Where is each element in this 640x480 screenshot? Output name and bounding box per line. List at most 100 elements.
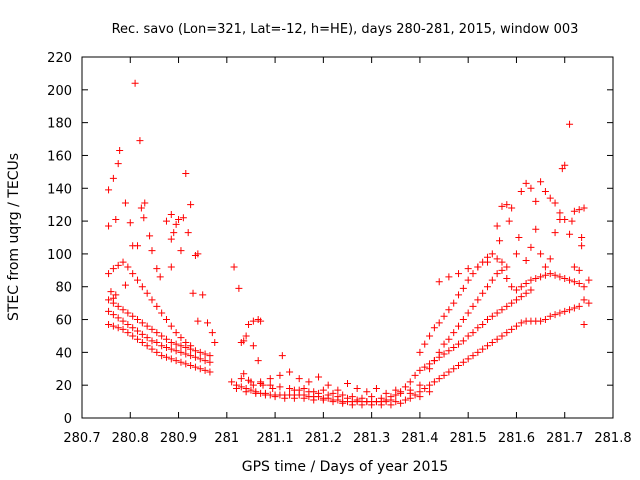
data-point bbox=[459, 358, 467, 366]
data-point bbox=[440, 340, 448, 348]
y-tick-label: 180 bbox=[47, 117, 72, 132]
data-point bbox=[464, 265, 472, 273]
data-point bbox=[344, 394, 351, 402]
data-point bbox=[237, 383, 245, 391]
data-point bbox=[512, 296, 520, 304]
data-point bbox=[426, 388, 434, 396]
data-point bbox=[286, 368, 294, 376]
data-point bbox=[172, 347, 180, 355]
data-point bbox=[575, 206, 583, 214]
data-point bbox=[479, 289, 487, 297]
data-point bbox=[334, 393, 342, 401]
data-point bbox=[406, 386, 414, 394]
data-point bbox=[196, 348, 204, 356]
data-point bbox=[517, 319, 525, 327]
data-point bbox=[488, 312, 496, 320]
data-point bbox=[276, 383, 284, 391]
data-point bbox=[580, 283, 588, 291]
data-points bbox=[105, 79, 593, 409]
data-point bbox=[459, 284, 467, 292]
data-point bbox=[527, 276, 535, 284]
data-point bbox=[134, 276, 142, 284]
data-point bbox=[162, 353, 170, 361]
data-point bbox=[305, 378, 313, 386]
x-tick-label: 281.2 bbox=[305, 431, 342, 446]
x-tick-label: 281 bbox=[214, 431, 239, 446]
data-point bbox=[129, 332, 137, 340]
data-point bbox=[153, 302, 161, 310]
y-tick-label: 20 bbox=[55, 379, 72, 394]
data-point bbox=[121, 281, 129, 289]
data-point bbox=[522, 279, 530, 287]
data-point bbox=[247, 378, 255, 386]
data-point bbox=[187, 361, 195, 369]
data-point bbox=[184, 229, 192, 237]
data-point bbox=[515, 234, 523, 241]
data-point bbox=[505, 217, 513, 225]
y-tick-label: 220 bbox=[47, 51, 72, 66]
data-point bbox=[148, 345, 156, 353]
data-point bbox=[339, 391, 347, 399]
data-point bbox=[566, 306, 574, 314]
data-point bbox=[153, 329, 161, 337]
data-point bbox=[430, 378, 438, 386]
data-point bbox=[310, 396, 318, 404]
data-point bbox=[382, 398, 390, 406]
data-point bbox=[286, 384, 294, 392]
data-point bbox=[464, 355, 472, 363]
y-tick-label: 140 bbox=[47, 182, 72, 197]
data-point bbox=[455, 322, 463, 330]
data-point bbox=[235, 284, 243, 292]
data-point bbox=[368, 393, 376, 401]
data-point bbox=[167, 339, 175, 347]
y-tick-label: 40 bbox=[55, 346, 72, 361]
data-point bbox=[329, 398, 337, 406]
data-point bbox=[194, 317, 202, 325]
y-axis-ticks: 0 20 40 60 80 100 120 140 160 180 200 220 bbox=[47, 51, 613, 427]
data-point bbox=[116, 147, 124, 155]
data-point bbox=[401, 396, 409, 404]
data-point bbox=[353, 396, 361, 404]
data-point bbox=[435, 375, 443, 383]
data-point bbox=[105, 222, 113, 230]
data-point bbox=[474, 263, 482, 271]
data-point bbox=[464, 309, 472, 317]
data-point bbox=[172, 220, 180, 228]
data-point bbox=[372, 384, 380, 392]
data-point bbox=[416, 366, 424, 374]
data-point bbox=[134, 335, 142, 343]
data-point bbox=[252, 389, 260, 397]
data-point bbox=[474, 296, 482, 304]
data-point bbox=[324, 391, 332, 399]
data-point bbox=[187, 201, 195, 209]
data-point bbox=[191, 353, 199, 361]
data-point bbox=[105, 307, 113, 315]
data-point bbox=[175, 215, 183, 223]
data-point bbox=[503, 302, 511, 310]
data-point bbox=[493, 335, 501, 343]
x-tick-label: 280.7 bbox=[63, 431, 100, 446]
data-point bbox=[162, 335, 170, 343]
data-point bbox=[498, 332, 506, 340]
data-point bbox=[134, 327, 142, 335]
data-point bbox=[546, 312, 554, 320]
data-point bbox=[483, 316, 491, 324]
data-point bbox=[387, 401, 395, 409]
data-point bbox=[483, 258, 491, 266]
data-point bbox=[276, 371, 284, 379]
data-point bbox=[450, 343, 458, 351]
data-point bbox=[532, 197, 540, 205]
data-point bbox=[129, 324, 137, 332]
data-point bbox=[162, 343, 170, 351]
data-point bbox=[397, 388, 405, 396]
data-point bbox=[271, 393, 279, 401]
x-tick-label: 280.9 bbox=[160, 431, 197, 446]
data-point bbox=[187, 352, 195, 360]
data-point bbox=[392, 391, 400, 399]
data-point bbox=[353, 384, 361, 392]
data-point bbox=[435, 278, 443, 286]
data-point bbox=[247, 386, 255, 394]
data-point bbox=[493, 222, 501, 230]
data-point bbox=[421, 363, 429, 371]
